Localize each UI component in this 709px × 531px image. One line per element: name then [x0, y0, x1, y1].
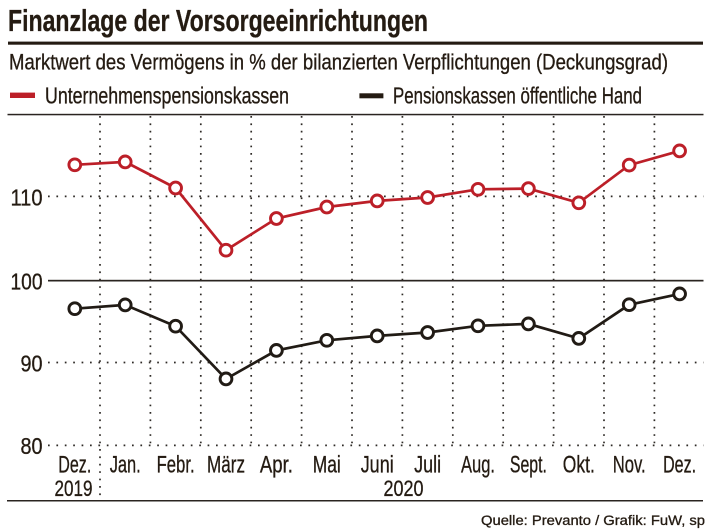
svg-text:Juni: Juni	[361, 452, 394, 479]
svg-text:Apr.: Apr.	[260, 452, 293, 479]
svg-text:Nov.: Nov.	[613, 452, 646, 479]
svg-text:2020: 2020	[384, 476, 424, 501]
svg-text:Okt.: Okt.	[563, 452, 595, 479]
svg-text:110: 110	[11, 184, 43, 210]
svg-text:Dez.: Dez.	[58, 452, 91, 479]
svg-text:Mai: Mai	[313, 452, 341, 479]
svg-text:Marktwert des Vermögens in % d: Marktwert des Vermögens in % der bilanzi…	[9, 49, 668, 74]
svg-text:Finanzlage der Vorsorgeeinrich: Finanzlage der Vorsorgeeinrichtungen	[8, 3, 428, 38]
svg-text:Sept.: Sept.	[510, 452, 547, 479]
svg-text:Aug.: Aug.	[461, 452, 495, 479]
svg-text:90: 90	[21, 350, 43, 376]
svg-text:Dez.: Dez.	[663, 452, 696, 479]
svg-text:Quelle: Prevanto / Grafik: FuW: Quelle: Prevanto / Grafik: FuW, sp	[481, 513, 705, 529]
svg-text:2019: 2019	[55, 476, 93, 501]
svg-text:Juli: Juli	[414, 452, 441, 479]
svg-text:Febr.: Febr.	[157, 452, 195, 479]
svg-text:Pensionskassen öffentliche Han: Pensionskassen öffentliche Hand	[393, 83, 642, 109]
svg-text:März: März	[207, 452, 245, 479]
svg-text:Unternehmenspensionskassen: Unternehmenspensionskassen	[45, 83, 289, 109]
svg-text:80: 80	[21, 433, 43, 459]
svg-text:100: 100	[11, 268, 43, 294]
svg-text:Jan.: Jan.	[110, 452, 141, 479]
